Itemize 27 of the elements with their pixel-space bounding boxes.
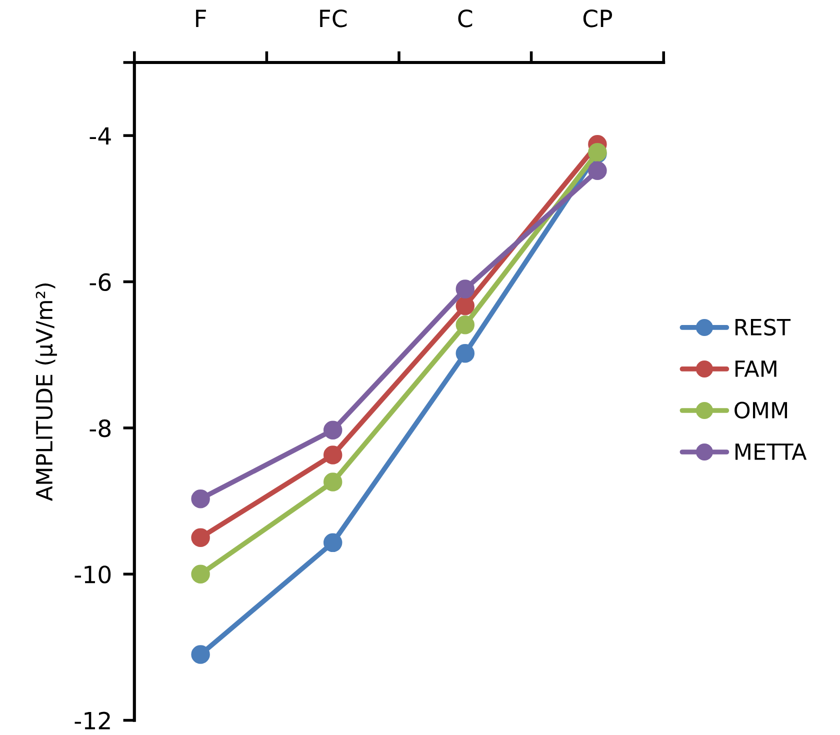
y-tick-label: -12 [74,712,110,730]
point [323,446,342,464]
point [456,296,475,316]
y-tick-label: -8 [90,419,111,438]
point [323,472,342,492]
y-tick-label: -6 [90,273,111,292]
legend-label: FAM [736,360,776,377]
y-tick-label: -4 [90,127,111,145]
point [191,564,210,584]
legend-label: REST [736,318,791,336]
x-tick-label: FC [320,9,347,28]
x-tick-label: C [458,9,472,28]
point [456,344,475,363]
point [323,420,342,440]
point [456,316,475,334]
point [191,528,210,547]
point [456,280,475,298]
y-tick-label: -10 [74,566,111,584]
point [191,489,210,508]
legend-label: OMM [734,402,788,419]
point [191,645,210,664]
point [323,533,342,552]
legend-label: METTA [736,444,807,460]
y-axis-title: AMPLITUDE (µV/m²) [35,284,57,501]
x-tick-label: CP [583,9,612,28]
x-tick-label: F [196,10,206,28]
point [588,161,607,180]
